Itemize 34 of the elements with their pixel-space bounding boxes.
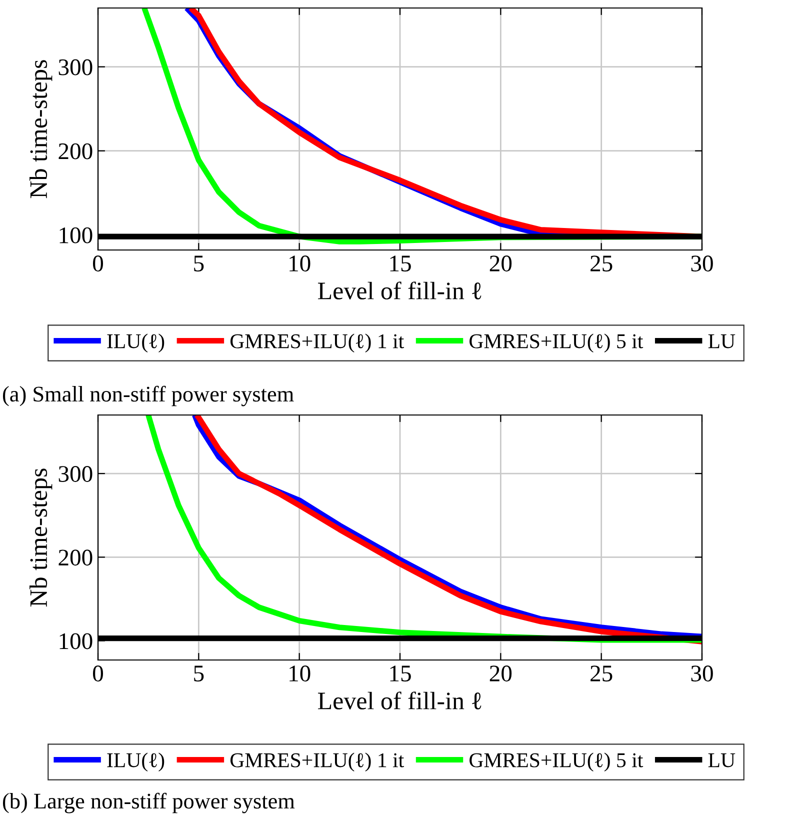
x-axis-title: Level of fill-in ℓ — [318, 692, 482, 710]
y-tick-label: 200 — [58, 550, 92, 566]
y-tick-label: 100 — [60, 633, 92, 650]
legend-label: GMRES+ILU(ℓ) 1 it — [230, 334, 404, 353]
y-tick-label: 300 — [58, 466, 92, 482]
legend-label: GMRES+ILU(ℓ) 1 it — [230, 752, 404, 772]
x-tick-label: 0 — [92, 666, 104, 682]
legend-label: LU — [708, 334, 736, 348]
x-tick-label: 20 — [490, 666, 512, 682]
x-tick-label: 30 — [691, 666, 713, 682]
x-tick-label: 15 — [390, 666, 411, 682]
x-tick-label: 20 — [490, 256, 512, 272]
y-tick-label: 100 — [60, 227, 92, 244]
y-axis-title: Nb time-steps — [29, 468, 52, 607]
x-axis-title: Level of fill-in ℓ — [318, 282, 482, 300]
x-tick-label: 5 — [194, 256, 204, 272]
text: (a) Small non-stiff power system — [2, 386, 294, 406]
legend-label: ILU(ℓ) — [107, 752, 164, 772]
y-tick-label: 200 — [58, 143, 92, 160]
y-axis-title: Nb time-steps — [29, 60, 52, 198]
legend-label: GMRES+ILU(ℓ) 5 it — [470, 752, 644, 772]
x-tick-label: 10 — [290, 256, 310, 272]
x-tick-label: 15 — [390, 256, 411, 272]
y-tick-label: 300 — [58, 59, 92, 76]
x-tick-label: 0 — [92, 256, 104, 272]
legend-label: ILU(ℓ) — [107, 334, 164, 353]
x-tick-label: 30 — [691, 256, 713, 272]
x-tick-label: 10 — [290, 666, 310, 682]
x-tick-label: 25 — [590, 256, 612, 272]
x-tick-label: 5 — [194, 666, 204, 682]
legend-label: GMRES+ILU(ℓ) 5 it — [470, 334, 644, 353]
legend-label: LU — [708, 753, 736, 768]
x-tick-label: 25 — [590, 666, 612, 682]
text: (b) Large non-stiff power system — [2, 792, 295, 814]
